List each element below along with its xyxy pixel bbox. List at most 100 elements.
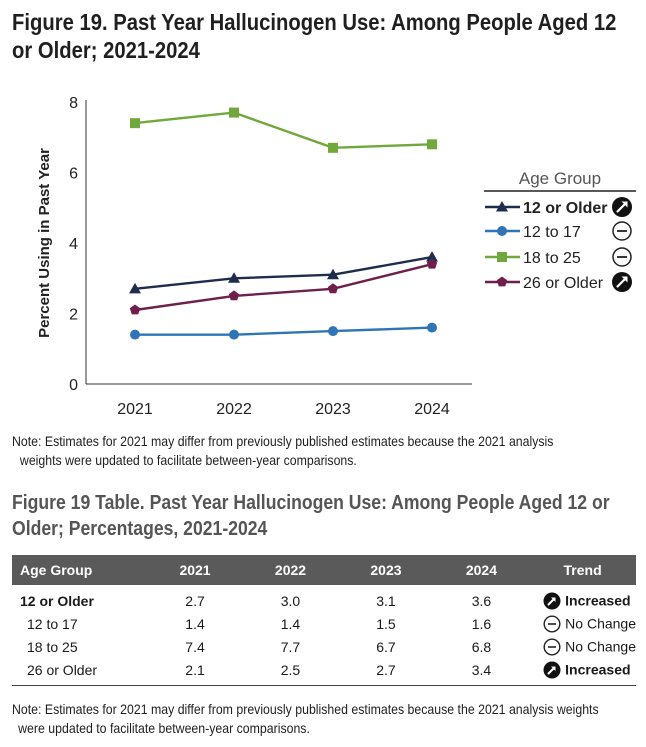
legend-item: 12 to 17 — [485, 221, 632, 241]
series-line — [135, 326, 433, 336]
no-change-icon — [612, 247, 632, 267]
data-table: Age Group 2021 2022 2023 2024 Trend 12 o… — [12, 555, 636, 686]
data-point — [328, 326, 338, 337]
data-point — [229, 329, 239, 340]
legend-label: 18 to 25 — [523, 250, 581, 267]
no-change-icon — [543, 638, 561, 656]
header-age-group: Age Group — [12, 555, 148, 585]
data-point — [228, 290, 240, 301]
series-line — [134, 255, 433, 290]
legend-title: Age Group — [519, 169, 601, 188]
line-chart: 0 2 4 6 8 2021 2022 2023 2024 Percent Using in Pa… — [36, 95, 636, 418]
increase-arrow-icon-shaft — [616, 277, 627, 288]
x-tick-label: 2021 — [117, 401, 153, 418]
cell-2023: 2.7 — [338, 658, 434, 686]
increase-arrow-icon — [543, 661, 561, 679]
table-note-line1: Note: Estimates for 2021 may differ from… — [12, 701, 599, 717]
cell-age-group: 12 to 17 — [27, 615, 78, 632]
cell-2022: 7.7 — [280, 638, 301, 655]
header-2022: 2022 — [242, 555, 339, 585]
y-tick-label: 8 — [69, 95, 78, 112]
data-point — [426, 258, 438, 269]
legend-swatch-marker — [496, 201, 508, 212]
cell-2023: 3.1 — [376, 592, 396, 609]
data-point — [228, 272, 240, 283]
cell-2024: 3.6 — [471, 592, 492, 609]
chart-note-line1: Note: Estimates for 2021 may differ from… — [12, 433, 554, 449]
cell-trend: Increased — [529, 658, 636, 686]
table-header-row: Age Group 2021 2022 2023 2024 Trend — [12, 555, 636, 585]
y-tick-label: 4 — [69, 236, 78, 253]
legend-swatch-marker — [497, 226, 507, 236]
legend: Age Group 12 or Older 12 to 17 18 to 25 26 o… — [484, 169, 636, 292]
x-tick-label: 2022 — [216, 401, 252, 418]
cell-2022: 1.4 — [280, 615, 301, 632]
table-title: Figure 19 Table. Past Year Hallucinogen … — [12, 492, 610, 540]
cell-age-group: 18 to 25 — [27, 638, 78, 655]
series-line — [134, 263, 433, 312]
cell-2022: 2.5 — [242, 658, 339, 686]
data-point — [426, 251, 438, 262]
y-tick-label: 0 — [69, 377, 78, 394]
x-tick-label: 2024 — [414, 401, 450, 418]
legend-item: 12 or Older — [485, 197, 632, 217]
series-12-or-older — [129, 251, 438, 294]
legend-label: 12 to 17 — [523, 224, 581, 241]
chart-note: Note: Estimates for 2021 may differ from… — [12, 432, 628, 470]
cell-2024: 6.8 — [471, 638, 492, 655]
increase-arrow-icon-shaft — [616, 202, 627, 213]
header-trend: Trend — [529, 555, 636, 585]
cell-2021: 2.7 — [185, 592, 205, 609]
increase-arrow-icon — [612, 272, 632, 292]
figure-title: Figure 19. Past Year Hallucinogen Use: A… — [12, 9, 617, 63]
data-point — [427, 139, 437, 150]
cell-2021: 2.1 — [147, 658, 243, 686]
series-18-to-25 — [130, 107, 437, 153]
table-row: 12 to 17 1.4 1.4 1.5 1.6 No Change — [12, 612, 636, 635]
cell-2023: 1.5 — [376, 615, 396, 632]
header-2021: 2021 — [147, 555, 243, 585]
series-line — [134, 111, 433, 150]
data-point — [327, 283, 339, 294]
x-tick-label: 2023 — [315, 401, 351, 418]
data-point — [327, 268, 339, 280]
no-change-icon — [612, 221, 632, 241]
cell-trend: No Change — [529, 612, 636, 635]
series-12-to-17 — [130, 322, 437, 340]
increase-arrow-icon — [612, 197, 632, 217]
cell-2022: 3.0 — [280, 592, 301, 609]
legend-label: 12 or Older — [523, 200, 607, 217]
legend-swatch-marker — [497, 252, 507, 262]
data-point — [129, 304, 141, 315]
table-row: 26 or Older 2.1 2.5 2.7 3.4 Increased — [12, 658, 636, 686]
trend-label: Increased — [565, 592, 631, 609]
trend-label: Increased — [565, 661, 631, 678]
y-axis-label: Percent Using in Past Year — [36, 148, 53, 338]
increase-arrow-icon-head — [621, 201, 628, 208]
table-row: 12 or Older 2.7 3.0 3.1 3.6 Increased — [12, 585, 636, 612]
y-tick-label: 6 — [69, 166, 78, 183]
cell-2024: 1.6 — [471, 615, 492, 632]
data-point — [328, 142, 338, 153]
table-row: 18 to 25 7.4 7.7 6.7 6.8 No Change — [12, 635, 636, 658]
header-2024: 2024 — [433, 555, 530, 585]
data-point — [129, 282, 141, 294]
cell-2024: 3.4 — [433, 658, 530, 686]
data-point — [229, 107, 239, 118]
cell-2023: 6.7 — [376, 638, 396, 655]
series-26-or-older — [129, 258, 438, 315]
increase-arrow-icon-head — [621, 276, 628, 283]
table-note: Note: Estimates for 2021 may differ from… — [12, 700, 628, 738]
cell-age-group: 12 or Older — [20, 592, 94, 609]
increase-arrow-icon — [543, 592, 561, 610]
no-change-icon — [543, 615, 561, 633]
cell-2021: 1.4 — [185, 615, 205, 632]
chart-note-line2: weights were updated to facilitate betwe… — [19, 452, 357, 468]
cell-2021: 7.4 — [185, 638, 205, 655]
table-note-line2: were updated to facilitate between-year … — [18, 720, 310, 736]
legend-item: 26 or Older — [485, 272, 632, 292]
trend-label: No Change — [565, 615, 636, 632]
data-point — [427, 322, 437, 333]
y-tick-label: 2 — [69, 307, 78, 324]
data-point — [130, 329, 140, 340]
